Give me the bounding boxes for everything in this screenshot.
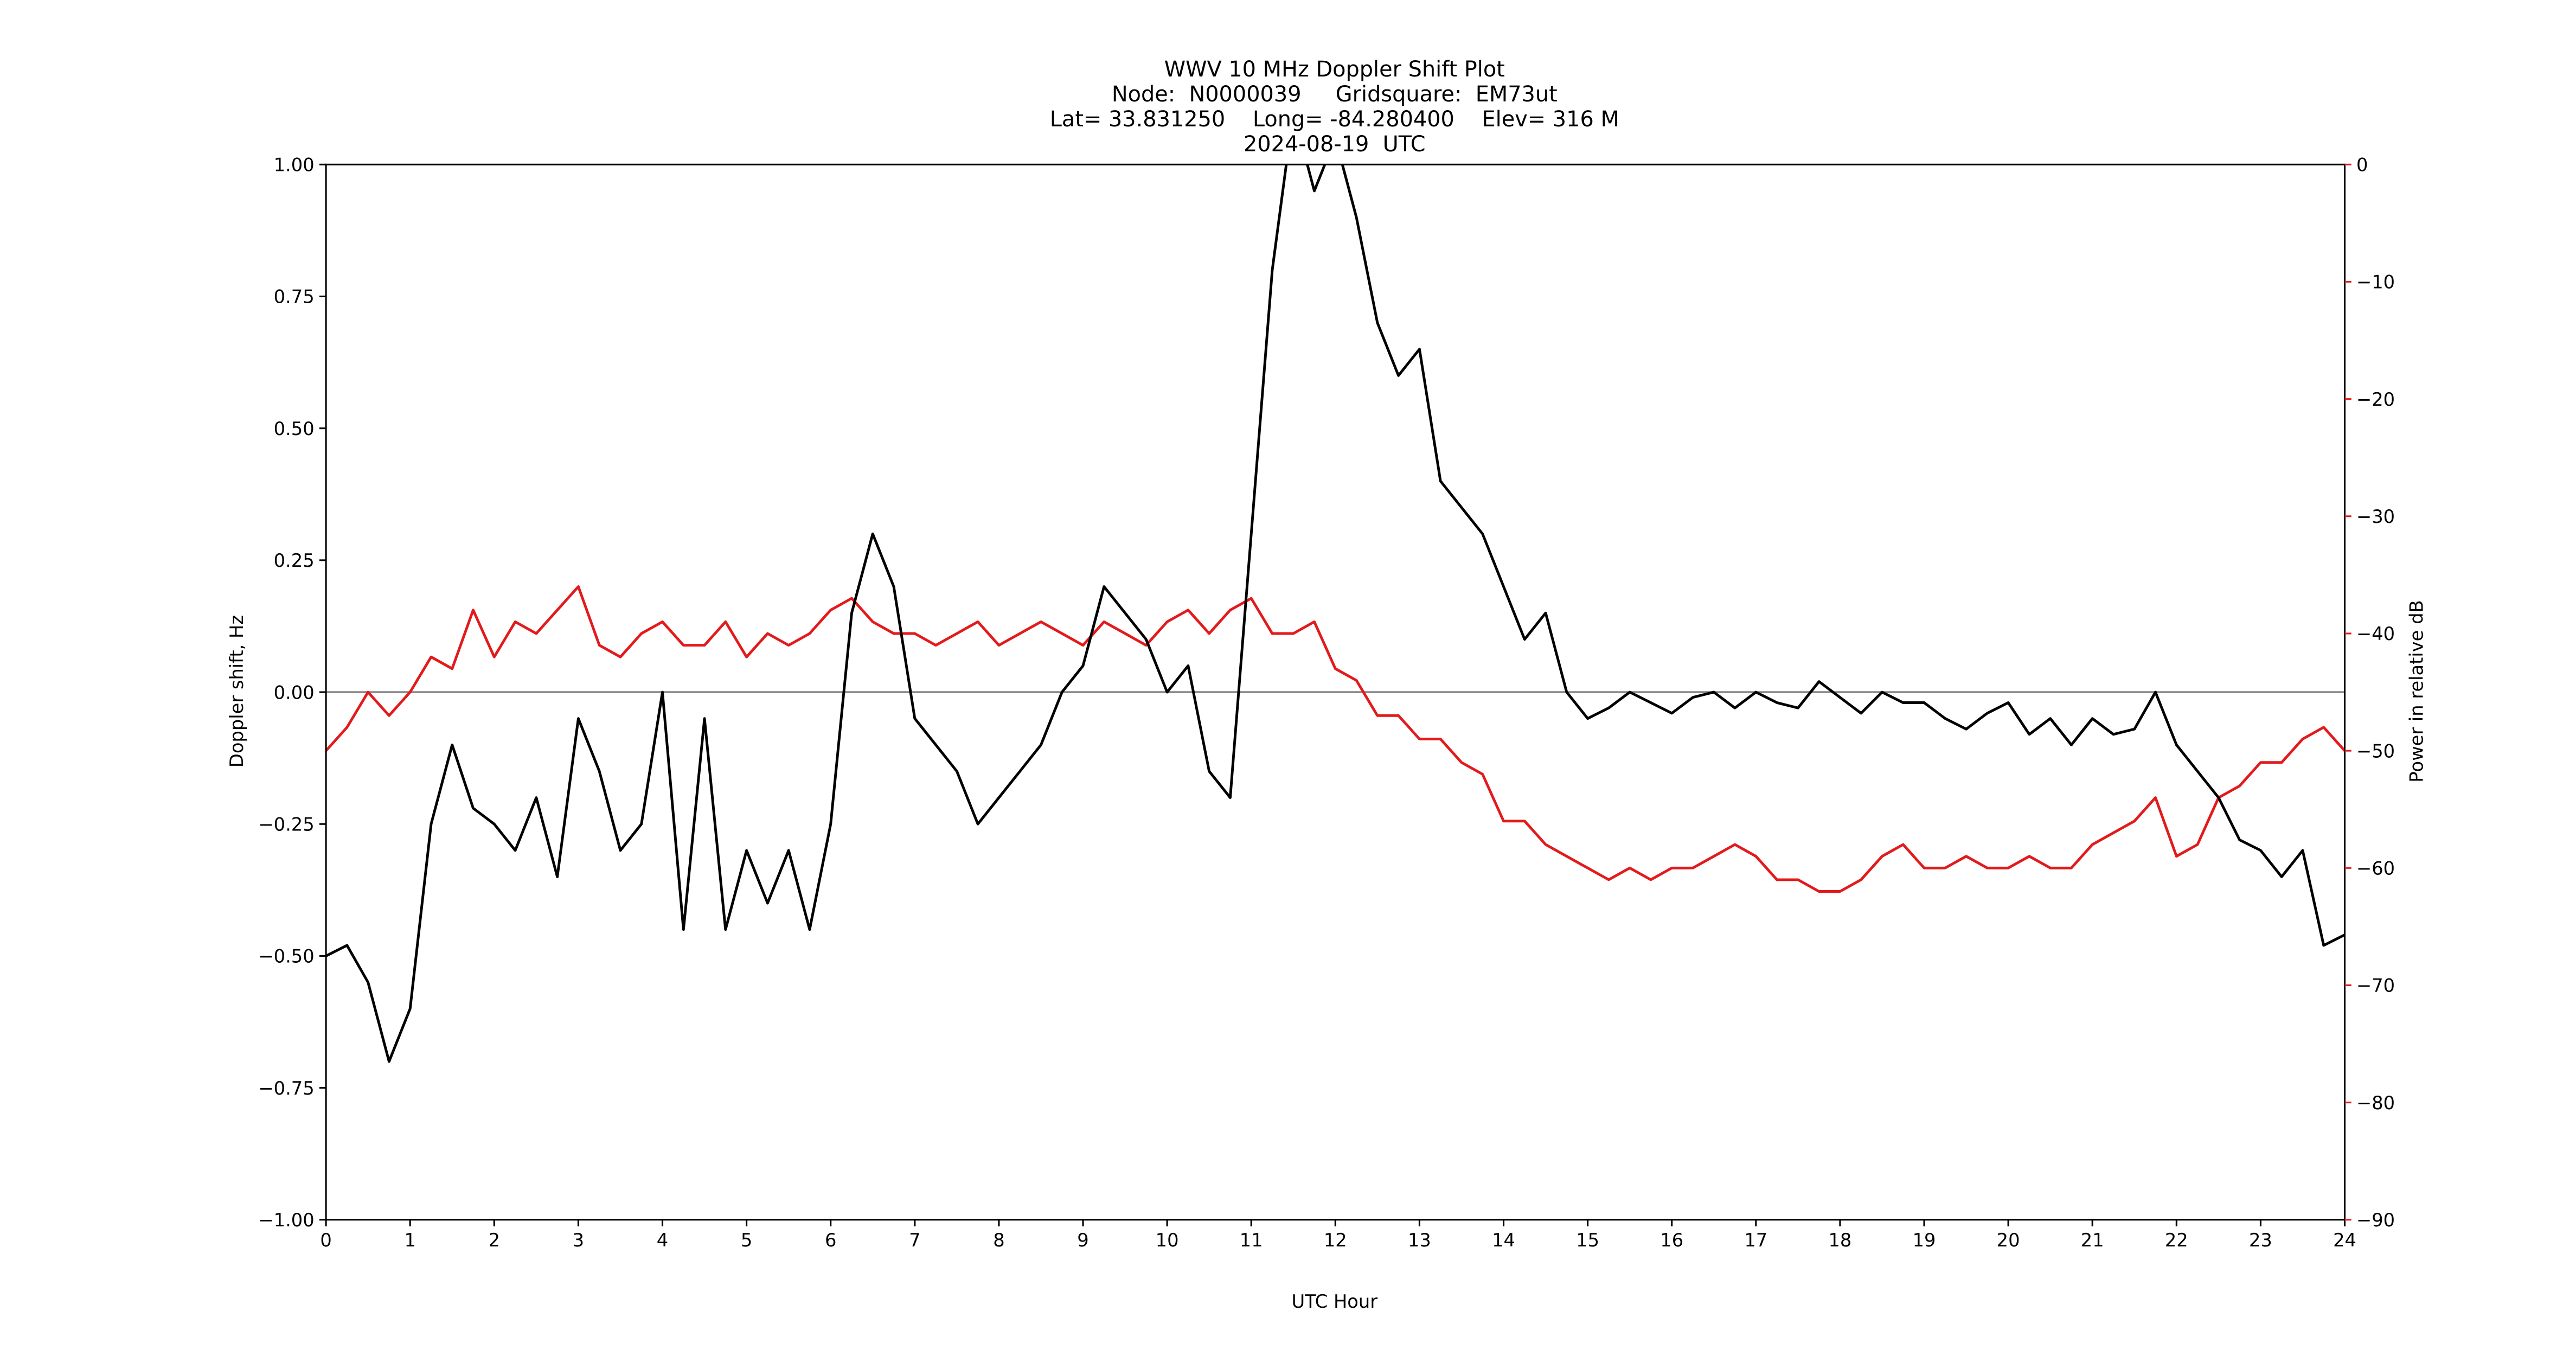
x-tick-label: 18	[1828, 1230, 1851, 1251]
chart-title: 2024-08-19 UTC	[1244, 132, 1426, 157]
x-tick-label: 8	[993, 1230, 1004, 1251]
x-tick-label: 23	[2249, 1230, 2272, 1251]
y2-axis-label: Power in relative dB	[2406, 600, 2427, 782]
plot-frame	[325, 163, 2346, 1221]
chart-title: Lat= 33.831250 Long= -84.280400 Elev= 31…	[1050, 107, 1619, 132]
x-tick-label: 3	[573, 1230, 584, 1251]
y2-tick-label: 0	[2356, 155, 2368, 176]
y-tick-label: −0.25	[258, 814, 314, 835]
x-tick-label: 0	[320, 1230, 331, 1251]
x-tick-label: 20	[1997, 1230, 2020, 1251]
x-tick-label: 1	[404, 1230, 415, 1251]
y2-tick-label: −70	[2356, 975, 2395, 996]
y-tick-label: 0.25	[274, 550, 315, 571]
y-tick-label: 0.50	[274, 418, 315, 439]
chart-title: WWV 10 MHz Doppler Shift Plot	[1164, 57, 1505, 82]
x-tick-label: 24	[2333, 1230, 2356, 1251]
y-tick-label: 0.75	[274, 286, 315, 308]
x-tick-label: 15	[1576, 1230, 1599, 1251]
y-tick-label: −0.50	[258, 946, 314, 967]
x-tick-label: 16	[1660, 1230, 1683, 1251]
y-axis-label: Doppler shift, Hz	[226, 615, 247, 767]
y2-tick-label: −20	[2356, 389, 2395, 410]
x-tick-label: 22	[2165, 1230, 2188, 1251]
y-tick-label: 0.00	[274, 682, 315, 703]
x-tick-label: 12	[1324, 1230, 1347, 1251]
x-tick-label: 5	[741, 1230, 752, 1251]
x-tick-label: 2	[489, 1230, 500, 1251]
x-tick-label: 7	[909, 1230, 920, 1251]
y2-tick-label: −60	[2356, 858, 2395, 879]
x-tick-label: 19	[1913, 1230, 1936, 1251]
y2-tick-label: −50	[2356, 740, 2395, 762]
x-axis-label: UTC Hour	[1291, 1291, 1377, 1312]
x-tick-label: 4	[657, 1230, 668, 1251]
y2-tick-label: −40	[2356, 623, 2395, 644]
y2-tick-label: −10	[2356, 272, 2395, 293]
y2-tick-label: −90	[2356, 1210, 2395, 1231]
x-tick-label: 11	[1240, 1230, 1263, 1251]
y2-tick-label: −30	[2356, 506, 2395, 527]
y2-tick-label: −80	[2356, 1092, 2395, 1114]
x-tick-label: 10	[1156, 1230, 1179, 1251]
data-line	[326, 164, 2345, 1063]
y-tick-label: −0.75	[258, 1078, 314, 1099]
x-tick-label: 21	[2081, 1230, 2104, 1251]
x-tick-label: 13	[1408, 1230, 1431, 1251]
data-line	[326, 585, 2345, 893]
y-tick-label: 1.00	[274, 155, 315, 176]
y-tick-label: −1.00	[258, 1210, 314, 1231]
chart-title: Node: N0000039 Gridsquare: EM73ut	[1112, 82, 1558, 107]
x-tick-label: 6	[825, 1230, 836, 1251]
x-tick-label: 14	[1492, 1230, 1515, 1251]
x-tick-label: 9	[1077, 1230, 1088, 1251]
x-tick-label: 17	[1744, 1230, 1767, 1251]
